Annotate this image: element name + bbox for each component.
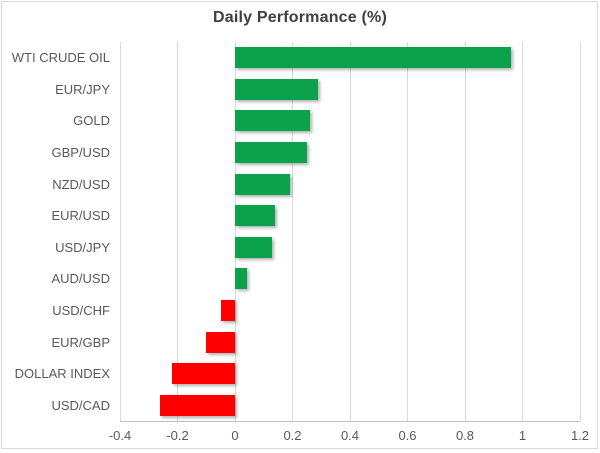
bar-eur-usd [235,205,276,227]
gridline [177,42,178,421]
chart-title: Daily Performance (%) [212,9,388,26]
x-tick-label: 1 [518,428,527,443]
category-label-gold: GOLD [73,113,110,129]
bar-usd-chf [220,299,235,321]
category-label-usd-chf: USD/CHF [52,302,110,318]
x-tick-label: 1.2 [570,428,590,443]
gridline [349,42,351,421]
gridline [292,42,293,421]
category-label-eur-usd: EUR/USD [51,208,110,224]
x-tick-label: 0.6 [398,428,417,443]
x-axis-line [120,421,580,422]
category-label-gbp-usd: GBP/USD [51,145,110,161]
bar-usd-jpy [235,236,273,258]
category-label-nzd-usd: NZD/USD [52,176,110,192]
bar-eur-jpy [235,78,319,100]
x-tick-label: -0.4 [108,428,132,443]
gridline [407,42,408,421]
x-tick-label: 0.2 [283,428,302,443]
gridline [579,42,581,421]
gridline [522,42,523,421]
category-label-usd-cad: USD/CAD [51,397,110,413]
category-label-dollar-index: DOLLAR INDEX [14,366,110,382]
bar-eur-gbp [206,331,235,353]
gridline [119,42,121,421]
bar-nzd-usd [235,173,290,195]
x-tick-label: 0.8 [455,428,475,443]
category-label-aud-usd: AUD/USD [51,271,110,287]
category-label-eur-jpy: EUR/JPY [55,81,110,97]
bar-gbp-usd [235,142,307,164]
bar-gold [235,110,310,132]
gridline [234,42,236,421]
category-label-eur-gbp: EUR/GBP [51,334,110,350]
bar-dollar-index [171,363,235,385]
bar-aud-usd [235,268,247,290]
x-tick-label: -0.2 [166,428,189,443]
bar-wti-crude-oil [235,47,511,69]
category-label-usd-jpy: USD/JPY [55,239,110,255]
bar-usd-cad [160,394,235,416]
x-tick-label: 0 [231,428,239,443]
category-label-wti-crude-oil: WTI CRUDE OIL [11,50,110,66]
x-tick-label: 0.4 [340,428,360,443]
gridline [464,42,466,421]
